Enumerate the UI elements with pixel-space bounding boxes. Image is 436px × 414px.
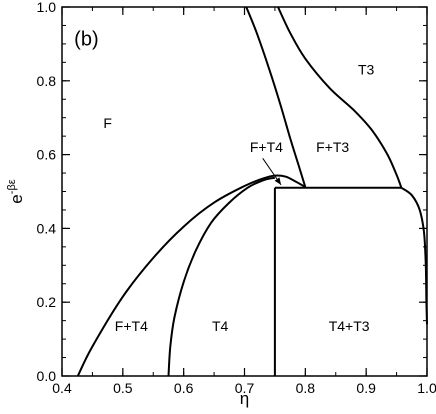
y-tick-label: 0.8	[37, 73, 57, 89]
x-tick-label: 0.6	[174, 380, 194, 396]
x-tick-label: 1.0	[417, 380, 436, 396]
plot-frame	[61, 6, 428, 377]
x-tick-label: 0.9	[356, 380, 376, 396]
panel-label: (b)	[74, 29, 98, 51]
curve-inner-left-boundary	[167, 176, 276, 377]
x-tick-label: 0.5	[113, 380, 133, 396]
curve-lower-steep-boundary	[245, 6, 307, 188]
curve-right-boundary	[400, 186, 428, 325]
y-axis-label-base: e	[7, 194, 26, 203]
annotation-arrow-group	[262, 158, 282, 186]
x-tick-label: 0.8	[296, 380, 316, 396]
region-label: F	[103, 115, 112, 131]
annotation-arrowhead	[274, 177, 281, 185]
x-axis-label: η	[240, 389, 249, 408]
region-label: F+T4	[115, 318, 148, 334]
y-tick-label: 0.6	[37, 147, 57, 163]
region-label: T4	[212, 318, 229, 334]
phase-boundaries	[76, 6, 428, 377]
region-label: T3	[358, 62, 375, 78]
curve-outer-left-boundary	[76, 174, 306, 377]
y-tick-label: 0.0	[37, 368, 57, 384]
region-label: T4+T3	[329, 318, 370, 334]
y-axis-label-exponent: -βε	[6, 179, 18, 194]
region-label: F+T3	[316, 139, 349, 155]
tick-labels: 0.4 0.5 0.6 0.7 0.8 0.9 1.0 0.0 0.2 0.4 0.6 0.8 1.0	[37, 0, 436, 396]
y-tick-label: 0.4	[37, 220, 57, 236]
y-tick-label: 0.2	[37, 294, 57, 310]
region-label: F+T4	[250, 139, 283, 155]
x-tick-label: 0.4	[52, 380, 72, 396]
region-labels: F T3 F+T4 F+T3 F+T4 T4 T4+T3	[103, 62, 374, 334]
y-tick-label: 1.0	[37, 0, 57, 15]
y-axis-label: e-βε	[6, 179, 26, 203]
x-tick-label: 0.7	[235, 380, 255, 396]
curve-upper-curved-boundary	[277, 6, 403, 189]
